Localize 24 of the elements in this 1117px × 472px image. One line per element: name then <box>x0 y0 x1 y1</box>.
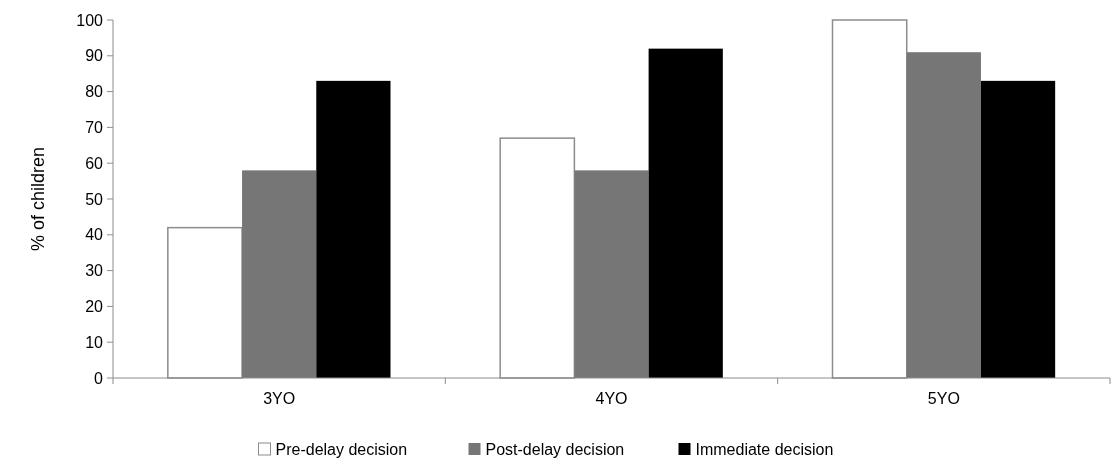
y-tick-label: 60 <box>85 154 104 172</box>
y-tick-label: 30 <box>85 262 104 280</box>
y-tick-label: 0 <box>94 369 104 387</box>
y-tick-label: 20 <box>85 298 104 315</box>
bar <box>648 48 723 378</box>
y-tick-label: 40 <box>85 226 104 244</box>
y-tick-label: 70 <box>85 119 104 136</box>
bar <box>574 170 649 378</box>
y-tick-label: 80 <box>85 83 104 101</box>
y-tick-label: 90 <box>85 47 104 65</box>
legend-label: Immediate decision <box>695 440 834 458</box>
bar <box>316 80 391 378</box>
bar <box>242 170 317 378</box>
y-tick-label: 10 <box>85 333 104 351</box>
legend-label: Post-delay decision <box>485 440 625 458</box>
x-tick-label: 5YO <box>927 390 960 407</box>
y-tick-label: 100 <box>76 11 104 29</box>
bar <box>906 52 981 378</box>
x-tick-label: 4YO <box>595 390 628 407</box>
bar <box>980 80 1056 378</box>
x-tick-label: 3YO <box>263 390 296 407</box>
y-tick-label: 50 <box>85 190 104 208</box>
legend-label: Pre-delay decision <box>275 440 408 458</box>
y-axis-title: % of children <box>28 146 48 252</box>
